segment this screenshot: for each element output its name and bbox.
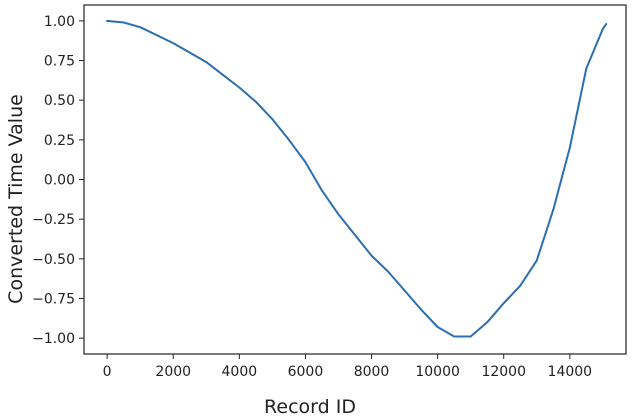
data-point	[486, 321, 489, 324]
plot-area-frame	[83, 4, 627, 355]
data-point	[403, 289, 406, 292]
data-point	[106, 20, 108, 22]
data-point	[172, 42, 175, 44]
data-point	[453, 335, 455, 338]
data-point	[552, 208, 555, 211]
data-point	[337, 213, 340, 216]
y-tick-label: 0.75	[44, 54, 75, 70]
y-axis-ticks: 1.00 0.75 0.50 0.25 0.00 −0.25 −0.50 −0.75 −1.00	[32, 14, 84, 347]
data-point	[602, 27, 604, 30]
x-tick-label: 12000	[481, 364, 526, 380]
series-line	[106, 19, 608, 338]
data-point	[387, 270, 389, 273]
data-point	[139, 26, 142, 29]
data-point	[469, 335, 472, 338]
x-tick-label: 2000	[155, 364, 191, 380]
data-point	[420, 308, 422, 311]
data-point	[605, 23, 608, 25]
y-tick-label: 0.25	[44, 133, 75, 149]
y-tick-label: 1.00	[44, 14, 75, 30]
x-axis-ticks: 0 2000 4000 6000 8000 10000 12000 14000	[103, 354, 592, 380]
data-point	[519, 284, 522, 287]
y-tick-label: −0.25	[32, 212, 75, 228]
data-point	[255, 100, 257, 103]
data-point	[502, 302, 505, 305]
data-point	[122, 21, 125, 24]
x-tick-label: 0	[103, 364, 112, 380]
x-axis-label: Record ID	[264, 396, 356, 418]
data-point	[321, 189, 323, 192]
data-point	[568, 146, 571, 149]
data-point	[535, 259, 538, 262]
y-tick-label: −1.00	[32, 331, 75, 347]
series-points	[106, 20, 608, 338]
y-tick-label: 0.00	[44, 173, 75, 189]
data-point	[354, 234, 356, 236]
data-point	[155, 34, 158, 36]
y-tick-label: −0.75	[32, 291, 75, 307]
x-tick-label: 4000	[222, 364, 258, 380]
data-point	[288, 138, 290, 141]
data-point	[238, 86, 241, 89]
x-tick-label: 8000	[354, 364, 390, 380]
data-point	[271, 118, 274, 121]
x-tick-label: 10000	[415, 364, 460, 380]
y-tick-label: −0.50	[32, 252, 75, 268]
x-tick-label: 6000	[288, 364, 324, 380]
data-point	[436, 326, 439, 328]
data-point	[370, 254, 373, 257]
x-tick-label: 14000	[548, 364, 593, 380]
data-point	[205, 61, 208, 63]
data-point	[585, 67, 588, 70]
data-point	[221, 73, 224, 76]
y-tick-label: 0.50	[44, 93, 75, 109]
y-axis-label: Converted Time Value	[5, 94, 27, 304]
data-point	[188, 51, 191, 54]
data-point	[304, 161, 307, 164]
